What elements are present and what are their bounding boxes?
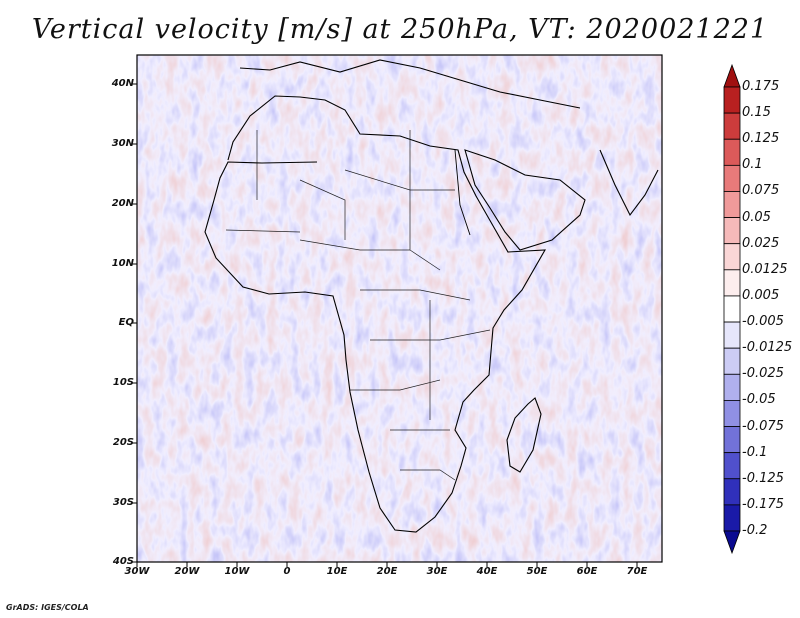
lat-label: 30N <box>111 138 134 149</box>
arabia-coastline <box>464 149 586 251</box>
colorbar-bottom-arrow <box>723 530 741 555</box>
colorbar-top-arrow <box>723 63 741 88</box>
lon-label: 30W <box>124 566 150 577</box>
colorbar-label: -0.005 <box>742 314 784 330</box>
credit-text: GrADS: IGES/COLA <box>6 603 89 612</box>
colorbar-swatch <box>723 452 741 480</box>
lat-label: 20S <box>112 437 134 448</box>
colorbar-label: -0.075 <box>742 418 784 434</box>
lat-label: 10N <box>111 258 134 269</box>
colorbar-label: -0.0125 <box>742 340 793 356</box>
lat-label: 20N <box>111 198 134 209</box>
lat-label: EQ <box>118 317 134 328</box>
colorbar-label: -0.1 <box>742 444 768 460</box>
colorbar-swatch <box>723 269 741 297</box>
lon-label: 70E <box>626 566 648 577</box>
lat-ticks <box>132 83 137 563</box>
lon-label: 20E <box>376 566 398 577</box>
lon-label: 30E <box>426 566 448 577</box>
colorbar-swatch <box>723 347 741 375</box>
colorbar-label: 0.025 <box>742 235 780 251</box>
lat-label: 40S <box>112 556 134 567</box>
colorbar-swatch <box>723 426 741 454</box>
lon-label: 10E <box>326 566 348 577</box>
colorbar-swatch <box>723 373 741 401</box>
colorbar-label: -0.125 <box>742 470 784 486</box>
colorbar-swatch <box>723 504 741 532</box>
colorbar-label: 0.0125 <box>742 261 788 277</box>
lon-label: 60E <box>576 566 598 577</box>
vertical-velocity-field <box>137 55 662 562</box>
colorbar-label: 0.075 <box>742 183 780 199</box>
colorbar-swatch <box>723 164 741 192</box>
africa-coastline <box>204 95 546 533</box>
plot-frame <box>136 54 663 563</box>
lat-label: 10S <box>112 377 134 388</box>
colorbar-swatch <box>723 217 741 245</box>
colorbar <box>723 63 741 555</box>
colorbar-label: 0.125 <box>742 131 780 147</box>
colorbar-swatch <box>723 321 741 349</box>
colorbar-swatch <box>723 400 741 427</box>
colorbar-label: 0.15 <box>742 105 771 121</box>
colorbar-label: 0.05 <box>742 209 771 225</box>
colorbar-swatch <box>723 243 741 271</box>
colorbar-label: 0.005 <box>742 287 780 303</box>
colorbar-label: 0.1 <box>742 157 763 173</box>
india-coastline <box>599 149 659 217</box>
colorbar-label: -0.05 <box>742 392 776 408</box>
colorbar-swatch <box>723 478 741 506</box>
country-borders <box>225 130 491 481</box>
colorbar-label: 0.175 <box>742 79 780 94</box>
colorbar-label: -0.025 <box>742 366 784 382</box>
lon-label: 40E <box>476 566 498 577</box>
coastlines <box>204 59 659 533</box>
colorbar-swatch <box>723 112 741 140</box>
lon-ticks <box>136 562 638 567</box>
nile-line <box>454 149 471 236</box>
lat-label: 30S <box>112 497 134 508</box>
colorbar-swatch <box>723 138 741 166</box>
lon-label: 10W <box>224 566 250 577</box>
colorbar-label: -0.175 <box>742 496 784 512</box>
colorbar-swatch <box>723 295 741 323</box>
colorbar-swatch <box>723 86 741 114</box>
lon-label: 0 <box>283 566 291 577</box>
europe-coastline <box>239 59 581 109</box>
colorbar-label: -0.2 <box>742 523 768 538</box>
map-title: Vertical velocity [m/s] at 250hPa, VT: 2… <box>31 14 769 45</box>
madagascar-coastline <box>506 397 542 473</box>
lon-label: 20W <box>174 566 200 577</box>
lon-label: 50E <box>526 566 548 577</box>
colorbar-swatch <box>723 191 741 218</box>
lat-label: 40N <box>111 78 134 89</box>
